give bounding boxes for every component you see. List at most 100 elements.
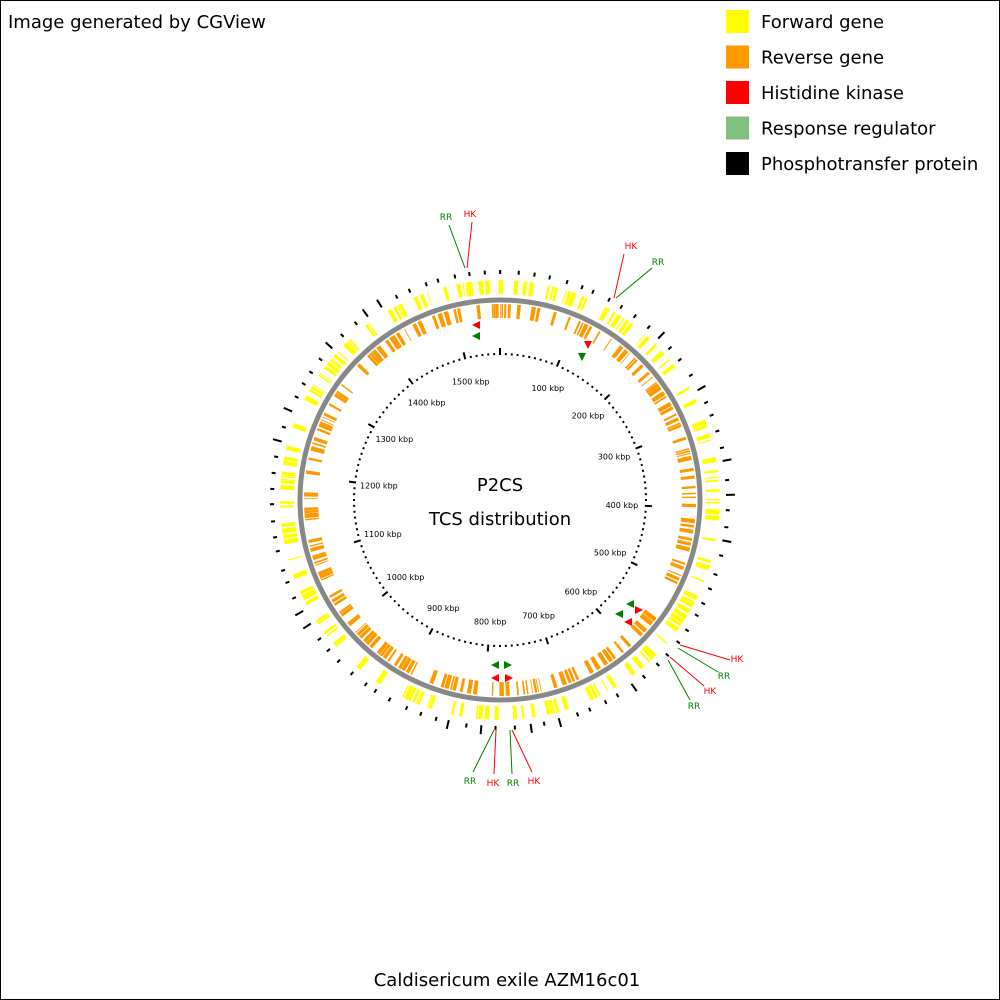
ruler-tick	[581, 618, 585, 622]
feature-leader	[613, 253, 625, 299]
ruler-tick	[393, 397, 397, 401]
reverse-gene	[669, 561, 685, 571]
ruler-label: 1200 kbp	[360, 481, 398, 490]
reverse-gene	[680, 517, 696, 524]
reverse-gene	[516, 681, 520, 696]
forward-gene	[635, 334, 646, 346]
reverse-gene	[452, 676, 459, 691]
forward-gene	[682, 398, 698, 409]
forward-gene	[403, 685, 414, 700]
forward-gene	[670, 612, 685, 624]
forward-gene	[465, 282, 473, 297]
reverse-gene	[443, 311, 452, 326]
ruler-tick	[635, 445, 643, 450]
outer-mark	[703, 400, 709, 405]
forward-gene	[478, 280, 484, 296]
ruler-tick	[360, 452, 363, 456]
ruler-tick	[611, 590, 615, 594]
reverse-gene	[571, 666, 580, 681]
reverse-gene	[429, 669, 439, 685]
reverse-gene	[369, 352, 381, 365]
reverse-gene	[676, 539, 692, 546]
reverse-gene	[601, 648, 614, 663]
reverse-gene	[404, 328, 412, 342]
ruler-tick	[372, 571, 375, 575]
reverse-gene	[366, 354, 379, 367]
outer-mark	[533, 272, 536, 277]
ruler-label: 1100 kbp	[364, 530, 402, 539]
outer-mark	[453, 274, 457, 279]
reverse-gene	[651, 391, 666, 403]
reverse-gene	[314, 557, 328, 564]
outer-mark	[272, 535, 278, 539]
outer-mark	[677, 357, 682, 362]
ruler-tick	[590, 385, 594, 389]
forward-gene	[333, 353, 347, 366]
forward-gene	[332, 634, 347, 648]
reverse-gene	[401, 657, 412, 672]
forward-gene	[552, 287, 559, 302]
forward-gene	[283, 537, 299, 545]
reverse-gene	[371, 349, 384, 363]
feature-leader	[493, 729, 497, 775]
forward-gene	[494, 705, 499, 720]
reverse-gene	[491, 681, 494, 696]
feature-label: HK	[528, 777, 542, 787]
ruler-tick	[458, 358, 461, 362]
forward-gene	[347, 340, 359, 352]
outer-mark	[280, 568, 286, 572]
forward-gene	[312, 384, 325, 393]
ruler-tick	[462, 352, 467, 360]
tcs-marker	[472, 332, 480, 340]
ruler-tick	[385, 406, 389, 410]
ruler-tick	[397, 603, 401, 607]
reverse-gene	[376, 345, 389, 359]
forward-gene	[610, 314, 622, 329]
outer-mark	[272, 438, 282, 443]
reverse-gene	[677, 535, 693, 541]
outer-mark	[353, 321, 358, 326]
ruler-tick	[406, 611, 410, 615]
outer-mark	[308, 370, 314, 375]
ruler-tick	[576, 622, 580, 625]
outer-mark	[424, 282, 428, 287]
reverse-gene	[308, 537, 323, 544]
forward-gene	[280, 501, 295, 504]
ruler-label: 1300 kbp	[375, 435, 413, 444]
forward-gene	[522, 281, 528, 296]
forward-gene	[704, 469, 719, 473]
reverse-gene	[558, 671, 568, 686]
feature-leader	[466, 221, 473, 269]
reverse-gene	[456, 308, 463, 323]
outer-mark	[387, 697, 392, 702]
forward-gene	[560, 695, 569, 711]
reverse-gene	[681, 496, 696, 499]
reverse-gene	[316, 427, 331, 436]
ruler-tick	[622, 576, 625, 580]
reverse-gene	[681, 503, 696, 508]
ruler-tick	[362, 550, 365, 554]
tcs-marker	[635, 606, 643, 614]
reverse-gene	[387, 649, 398, 662]
reverse-gene	[677, 455, 692, 463]
forward-gene	[331, 357, 343, 368]
tcs-marker	[504, 661, 512, 669]
outer-mark	[349, 671, 355, 676]
outer-mark	[317, 637, 322, 642]
forward-gene	[401, 684, 410, 698]
forward-gene	[705, 479, 720, 483]
reverse-gene	[654, 395, 667, 405]
forward-gene	[426, 694, 433, 708]
reverse-gene	[440, 673, 448, 688]
ruler-tick	[369, 566, 373, 570]
outer-mark	[557, 717, 563, 728]
forward-gene	[292, 569, 308, 580]
ruler-tick	[595, 607, 602, 615]
reverse-gene	[304, 509, 319, 514]
reverse-gene	[308, 457, 323, 463]
feature-leader	[667, 659, 691, 701]
ruler-tick	[381, 586, 385, 590]
ruler-tick	[364, 441, 367, 445]
outer-mark	[465, 723, 468, 728]
